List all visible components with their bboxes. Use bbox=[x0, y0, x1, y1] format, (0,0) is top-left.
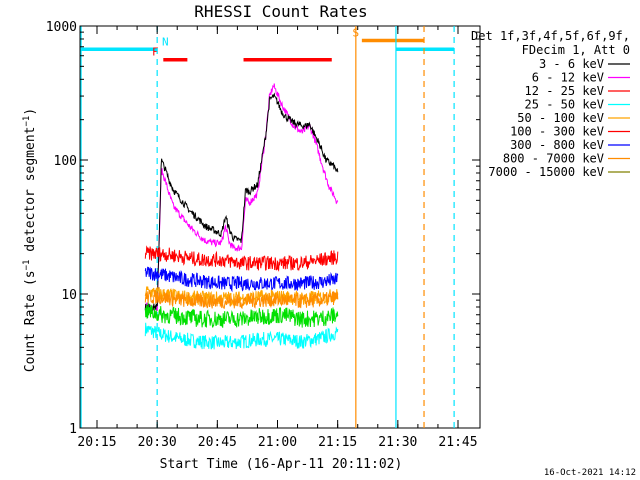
y-tick-label: 1 bbox=[69, 422, 77, 437]
legend-entry: 25 - 50 keV bbox=[525, 98, 604, 112]
x-tick-label: 20:45 bbox=[198, 435, 237, 450]
legend-entry: 6 - 12 keV bbox=[532, 71, 604, 85]
timestamp: 16-Oct-2021 14:12 bbox=[544, 468, 636, 478]
flag-label: F bbox=[152, 46, 159, 59]
chart-title: RHESSI Count Rates bbox=[194, 2, 367, 21]
y-axis-label-mid: detector segment bbox=[23, 127, 38, 260]
x-tick-label: 20:30 bbox=[138, 435, 177, 450]
x-tick-label: 21:30 bbox=[378, 435, 417, 450]
series-line-1 bbox=[144, 83, 339, 312]
plot-frame bbox=[79, 25, 481, 429]
legend-entry: 7000 - 15000 keV bbox=[488, 165, 604, 179]
legend-entry: 12 - 25 keV bbox=[525, 84, 604, 98]
y-axis-label: Count Rate (s−1 detector segment−1) bbox=[22, 108, 38, 372]
legend-entry: 800 - 7000 keV bbox=[503, 152, 604, 166]
series-line-2 bbox=[144, 245, 339, 272]
legend-header: Det 1f,3f,4f,5f,6f,9f, bbox=[471, 29, 630, 43]
legend-entry: 3 - 6 keV bbox=[539, 57, 604, 71]
y-tick-label: 100 bbox=[54, 154, 77, 169]
series-line-6 bbox=[144, 266, 339, 293]
x-tick-label: 21:45 bbox=[438, 435, 477, 450]
y-axis-label-close: ) bbox=[23, 108, 38, 116]
y-axis-label-part: Count Rate (s bbox=[23, 270, 38, 372]
x-tick-label: 21:00 bbox=[258, 435, 297, 450]
y-axis-label-sup: −1 bbox=[22, 260, 32, 271]
legend: Det 1f,3f,4f,5f,6f,9f,FDecim 1, Att 03 -… bbox=[471, 29, 630, 179]
legend-header: FDecim 1, Att 0 bbox=[522, 43, 630, 57]
x-axis-label: Start Time (16-Apr-11 20:11:02) bbox=[160, 457, 403, 472]
x-tick-label: 21:15 bbox=[318, 435, 357, 450]
y-axis-label-sup2: −1 bbox=[22, 116, 32, 127]
y-tick-label: 10 bbox=[61, 288, 77, 303]
flag-label: N bbox=[162, 35, 169, 48]
x-tick-label: 20:15 bbox=[77, 435, 116, 450]
series-line-0 bbox=[144, 92, 339, 312]
series-line-green bbox=[144, 302, 339, 328]
legend-entry: 100 - 300 keV bbox=[510, 125, 604, 139]
legend-entry: 300 - 800 keV bbox=[510, 138, 604, 152]
legend-entry: 50 - 100 keV bbox=[517, 111, 604, 125]
series-line-3 bbox=[144, 322, 339, 350]
series-line-7 bbox=[144, 289, 339, 310]
y-tick-label: 1000 bbox=[46, 20, 77, 35]
